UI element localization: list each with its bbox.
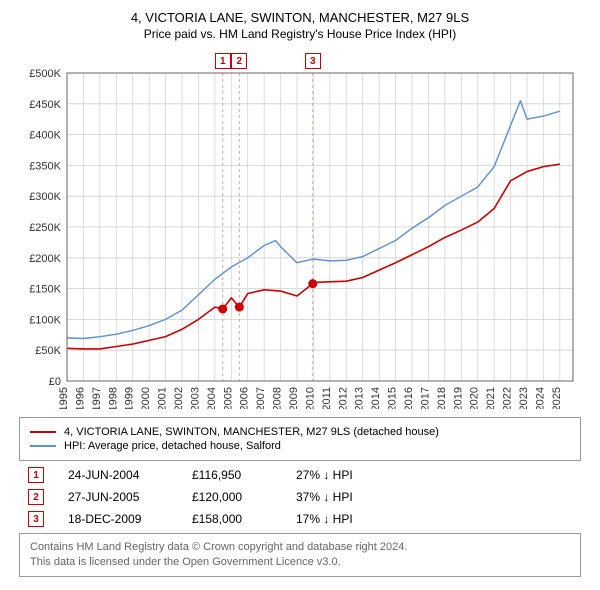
svg-text:£450K: £450K xyxy=(29,99,61,111)
svg-text:2014: 2014 xyxy=(370,387,382,409)
sale-price: £120,000 xyxy=(192,490,272,504)
legend-box: 4, VICTORIA LANE, SWINTON, MANCHESTER, M… xyxy=(19,417,581,461)
chart-svg: £0 £50K £100K £150K £200K £250K £300K £350K £400… xyxy=(21,49,579,409)
svg-text:2012: 2012 xyxy=(337,387,349,409)
svg-text:2017: 2017 xyxy=(419,387,431,409)
svg-text:2010: 2010 xyxy=(304,387,316,409)
svg-text:£250K: £250K xyxy=(29,222,61,234)
svg-text:2019: 2019 xyxy=(452,387,464,409)
svg-text:2000: 2000 xyxy=(140,387,152,409)
footnote-line: This data is licensed under the Open Gov… xyxy=(30,555,570,570)
legend-label: HPI: Average price, detached house, Salf… xyxy=(64,440,281,452)
sale-marker-badge: 3 xyxy=(305,53,321,69)
svg-text:£350K: £350K xyxy=(29,160,61,172)
legend-swatch xyxy=(30,445,56,447)
svg-text:2009: 2009 xyxy=(288,387,300,409)
sale-diff: 27% ↓ HPI xyxy=(296,468,386,482)
sale-row: 1 24-JUN-2004 £116,950 27% ↓ HPI xyxy=(28,467,590,483)
svg-text:2024: 2024 xyxy=(534,387,546,409)
sale-marker-badge: 1 xyxy=(215,53,231,69)
svg-text:2013: 2013 xyxy=(354,387,366,409)
svg-text:1995: 1995 xyxy=(58,387,70,409)
title-block: 4, VICTORIA LANE, SWINTON, MANCHESTER, M… xyxy=(10,10,590,41)
sale-date: 24-JUN-2004 xyxy=(68,468,168,482)
sale-row: 3 18-DEC-2009 £158,000 17% ↓ HPI xyxy=(28,511,590,527)
sale-price: £158,000 xyxy=(192,512,272,526)
footnote-line: Contains HM Land Registry data © Crown c… xyxy=(30,540,570,555)
sale-price: £116,950 xyxy=(192,468,272,482)
sales-list: 1 24-JUN-2004 £116,950 27% ↓ HPI 2 27-JUN-200… xyxy=(10,467,590,527)
chart-subtitle: Price paid vs. HM Land Registry's House … xyxy=(10,27,590,41)
svg-text:2008: 2008 xyxy=(272,387,284,409)
sale-number-badge: 2 xyxy=(28,489,44,505)
svg-text:2020: 2020 xyxy=(469,387,481,409)
svg-text:2015: 2015 xyxy=(387,387,399,409)
svg-text:2002: 2002 xyxy=(173,387,185,409)
legend-swatch xyxy=(30,431,56,433)
sale-number-badge: 3 xyxy=(28,511,44,527)
svg-text:2025: 2025 xyxy=(551,387,563,409)
svg-text:£300K: £300K xyxy=(29,191,61,203)
svg-text:2023: 2023 xyxy=(518,387,530,409)
legend-label: 4, VICTORIA LANE, SWINTON, MANCHESTER, M… xyxy=(64,426,439,438)
svg-text:1997: 1997 xyxy=(91,387,103,409)
svg-text:£500K: £500K xyxy=(29,68,61,80)
footnote-box: Contains HM Land Registry data © Crown c… xyxy=(19,533,581,577)
svg-text:1996: 1996 xyxy=(74,387,86,409)
svg-text:£200K: £200K xyxy=(29,253,61,265)
svg-text:£150K: £150K xyxy=(29,284,61,296)
sale-marker-badge: 2 xyxy=(231,53,247,69)
chart-area: £0 £50K £100K £150K £200K £250K £300K £350K £400… xyxy=(21,49,579,409)
sale-diff: 37% ↓ HPI xyxy=(296,490,386,504)
svg-text:2001: 2001 xyxy=(157,387,169,409)
svg-text:2021: 2021 xyxy=(485,387,497,409)
sale-date: 18-DEC-2009 xyxy=(68,512,168,526)
legend-row: 4, VICTORIA LANE, SWINTON, MANCHESTER, M… xyxy=(30,426,570,438)
svg-text:£400K: £400K xyxy=(29,130,61,142)
svg-text:2011: 2011 xyxy=(321,387,333,409)
svg-text:2005: 2005 xyxy=(222,387,234,409)
svg-text:1998: 1998 xyxy=(107,387,119,409)
legend-row: HPI: Average price, detached house, Salf… xyxy=(30,440,570,452)
svg-text:2004: 2004 xyxy=(206,387,218,409)
svg-text:1999: 1999 xyxy=(124,387,136,409)
sale-number-badge: 1 xyxy=(28,467,44,483)
svg-text:£0: £0 xyxy=(49,376,61,388)
sale-diff: 17% ↓ HPI xyxy=(296,512,386,526)
svg-text:2022: 2022 xyxy=(502,387,514,409)
sale-date: 27-JUN-2005 xyxy=(68,490,168,504)
svg-text:£100K: £100K xyxy=(29,314,61,326)
svg-text:2006: 2006 xyxy=(239,387,251,409)
svg-text:2003: 2003 xyxy=(189,387,201,409)
sale-row: 2 27-JUN-2005 £120,000 37% ↓ HPI xyxy=(28,489,590,505)
chart-title: 4, VICTORIA LANE, SWINTON, MANCHESTER, M… xyxy=(10,10,590,25)
svg-text:2018: 2018 xyxy=(436,387,448,409)
svg-text:2016: 2016 xyxy=(403,387,415,409)
svg-text:£50K: £50K xyxy=(35,345,61,357)
svg-text:2007: 2007 xyxy=(255,387,267,409)
